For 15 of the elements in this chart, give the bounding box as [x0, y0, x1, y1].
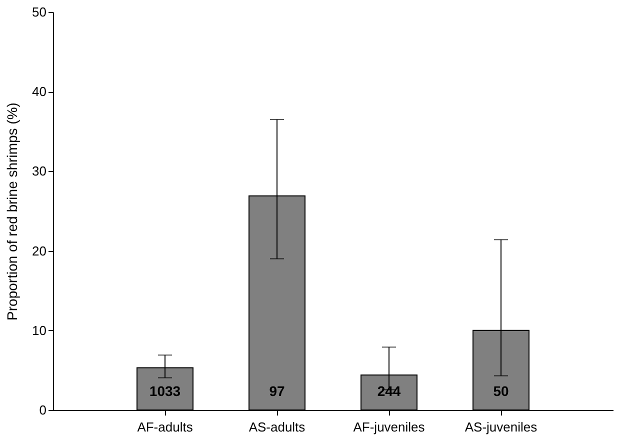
y-tick-label: 40	[32, 84, 46, 100]
x-tick-label: AF-juveniles	[353, 420, 426, 434]
x-tick-label: AS-juveniles	[464, 420, 538, 434]
x-tick-label: AS-adults	[248, 420, 306, 434]
y-axis-title: Proportion of red brine shrimps (%)	[4, 102, 20, 320]
x-tick-label: AF-adults	[137, 420, 194, 434]
y-tick-label: 10	[32, 322, 46, 338]
y-tick-label: 50	[32, 4, 46, 20]
annotation: 97	[269, 383, 285, 399]
y-tick-label: 0	[39, 402, 46, 418]
y-tick-label: 20	[32, 243, 46, 258]
annotation: 1033	[149, 383, 181, 399]
annotation: 50	[493, 383, 509, 399]
y-tick-label: 30	[32, 164, 46, 179]
annotation: 244	[377, 383, 401, 399]
